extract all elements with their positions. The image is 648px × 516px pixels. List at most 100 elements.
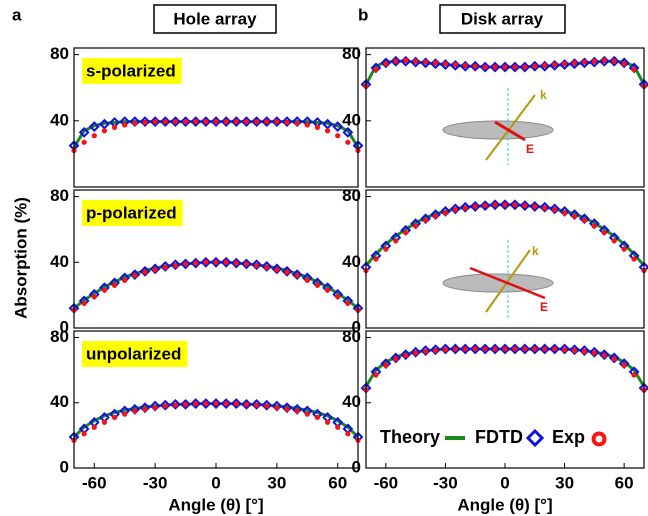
exp-point xyxy=(621,246,627,252)
fdtd-point xyxy=(410,56,422,68)
fdtd-point xyxy=(251,398,262,410)
exp-point xyxy=(611,58,617,64)
exp-point xyxy=(591,350,597,356)
inset-diagram: k E xyxy=(442,240,554,318)
exp-point xyxy=(142,406,148,412)
exp-point xyxy=(621,362,627,368)
exp-point xyxy=(223,259,229,265)
x-tick-label: 0 xyxy=(500,473,509,492)
exp-point xyxy=(452,61,458,68)
exp-point xyxy=(274,405,280,411)
fdtd-point xyxy=(519,61,531,73)
fdtd-point xyxy=(241,258,252,270)
exp-point xyxy=(462,205,468,211)
fdtd-point xyxy=(271,116,283,128)
exp-point xyxy=(324,419,331,425)
y-tick-label: 0 xyxy=(60,317,69,336)
y-tick-label: 80 xyxy=(50,44,69,63)
exp-point xyxy=(581,59,588,65)
exp-point xyxy=(482,203,488,209)
fdtd-point xyxy=(159,399,171,411)
y-tick-label: 40 xyxy=(50,110,69,129)
exp-point xyxy=(383,246,389,252)
exp-point xyxy=(142,269,148,275)
plot xyxy=(360,199,648,274)
fdtd-point xyxy=(420,345,431,356)
fdtd-point xyxy=(261,260,273,272)
fdtd-point xyxy=(129,269,141,281)
exp-point xyxy=(571,347,578,354)
exp-point xyxy=(91,424,97,430)
fdtd-point xyxy=(99,118,110,130)
fdtd-point xyxy=(529,343,541,355)
fdtd-point xyxy=(261,399,273,411)
fdtd-point xyxy=(410,346,422,358)
exp-point xyxy=(345,431,351,437)
legend-label: FDTD xyxy=(475,427,523,447)
exp-point xyxy=(294,120,300,126)
column-title: Disk array xyxy=(461,9,544,28)
fdtd-point xyxy=(509,199,521,211)
inset-label: E xyxy=(540,300,548,314)
exp-point xyxy=(561,61,568,67)
fdtd-point xyxy=(271,263,283,275)
y-tick-label: 80 xyxy=(342,186,361,205)
fdtd-point xyxy=(549,203,561,215)
exp-point xyxy=(294,272,300,279)
exp-point xyxy=(314,124,321,131)
fdtd-point xyxy=(519,200,531,212)
exp-point xyxy=(284,119,290,126)
fdtd-point xyxy=(469,201,481,212)
exp-point xyxy=(403,352,409,359)
fdtd-point xyxy=(210,398,222,409)
fdtd-point xyxy=(588,346,600,358)
fdtd-point xyxy=(459,343,471,355)
exp-point xyxy=(522,203,528,209)
plot xyxy=(68,256,364,314)
exp-point xyxy=(274,119,280,125)
fdtd-point xyxy=(469,343,481,355)
exp-point xyxy=(162,403,168,409)
fdtd-point xyxy=(459,201,471,213)
exp-point xyxy=(492,346,498,352)
exp-point xyxy=(182,119,189,125)
exp-point xyxy=(482,64,488,70)
exp-point xyxy=(223,119,229,125)
fdtd-point xyxy=(509,343,521,355)
exp-point xyxy=(611,356,617,362)
fdtd-point xyxy=(579,57,590,69)
fdtd-point xyxy=(190,398,202,409)
fdtd-point xyxy=(220,398,232,409)
fdtd-point xyxy=(430,58,441,70)
fdtd-point xyxy=(499,61,511,73)
exp-point xyxy=(442,210,449,216)
fdtd-point xyxy=(559,59,570,70)
y-tick-label: 0 xyxy=(60,457,69,476)
exp-point xyxy=(631,372,637,378)
fdtd-point xyxy=(529,60,541,72)
exp-point xyxy=(472,203,478,210)
exp-point xyxy=(111,124,118,131)
exp-point xyxy=(203,259,209,265)
fdtd-point xyxy=(88,121,100,133)
annotation: s-polarized xyxy=(82,58,182,84)
fdtd-point xyxy=(588,56,600,68)
fdtd-point xyxy=(420,57,431,69)
exp-point xyxy=(243,261,250,267)
exp-point xyxy=(631,66,637,73)
exp-point xyxy=(492,64,498,70)
exp-point xyxy=(472,63,478,69)
fdtd-point xyxy=(400,55,412,67)
exp-point xyxy=(432,213,439,219)
exp-point xyxy=(393,238,399,244)
exp-point xyxy=(122,411,128,417)
exp-point xyxy=(432,347,439,354)
inset-label: k xyxy=(540,88,547,102)
exp-point xyxy=(532,63,538,69)
exp-point xyxy=(452,346,458,352)
fdtd-point xyxy=(499,199,511,211)
fdtd-point xyxy=(449,203,461,215)
exp-point xyxy=(452,207,458,213)
exp-point xyxy=(284,406,290,412)
